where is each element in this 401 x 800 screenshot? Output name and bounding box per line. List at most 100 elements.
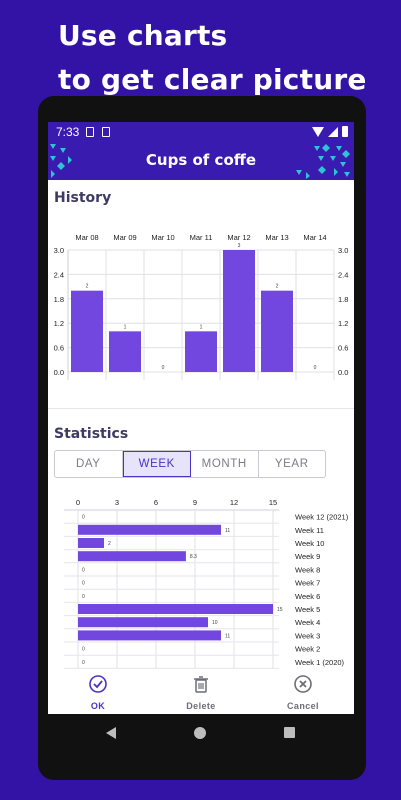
y-tick-label-right: 2.4	[338, 270, 348, 279]
check-circle-icon	[89, 675, 107, 693]
bar	[261, 290, 293, 372]
y-category-label: Week 1 (2020)	[295, 658, 345, 667]
x-tick-label: 9	[193, 498, 197, 507]
y-category-label: Week 12 (2021)	[295, 513, 349, 522]
data-label: 0	[82, 515, 85, 521]
image-icon	[86, 127, 94, 137]
bar	[78, 538, 104, 548]
x-tick-label: Mar 13	[265, 233, 288, 242]
delete-label: Delete	[186, 701, 216, 711]
status-bar: 7:33	[48, 122, 354, 142]
data-label: 3	[238, 243, 241, 249]
battery-icon	[342, 126, 348, 137]
bar	[78, 617, 208, 628]
data-label: 2	[86, 284, 89, 290]
data-label: 1	[124, 324, 127, 330]
y-tick-label-left: 3.0	[54, 246, 64, 255]
tab-week[interactable]: WEEK	[122, 451, 191, 477]
y-tick-label-right: 3.0	[338, 246, 348, 255]
system-nav-bar	[48, 714, 354, 754]
recents-icon[interactable]	[284, 727, 295, 738]
y-category-label: Week 5	[295, 605, 320, 614]
bar	[78, 524, 221, 535]
bar	[109, 331, 141, 372]
y-tick-label-left: 1.8	[54, 295, 64, 304]
data-label: 11	[225, 528, 230, 534]
data-label: 1	[200, 324, 203, 330]
tab-month[interactable]: MONTH	[191, 451, 259, 477]
statistics-chart: 0 3 6 9 12 15 Week 12 (2021) 0 Week 11 11 Week 10 2…	[64, 498, 349, 669]
close-circle-icon	[294, 675, 312, 693]
data-label: 2	[108, 541, 111, 547]
pattern-right-icon	[296, 144, 350, 179]
pattern-left-icon	[50, 144, 72, 178]
data-label: 8.3	[190, 554, 197, 560]
x-tick-label: 6	[154, 498, 158, 507]
status-time: 7:33	[56, 125, 80, 139]
bar	[78, 630, 221, 641]
status-icons	[312, 126, 348, 137]
x-tick-label: 15	[269, 498, 277, 507]
data-label: 0	[82, 594, 85, 600]
bottom-action-bar: OK Delete Cancel	[48, 670, 354, 714]
y-category-label: Week 2	[295, 645, 320, 654]
app-bar: Cups of coffe	[48, 142, 354, 180]
x-tick-label: Mar 09	[113, 233, 136, 242]
promo-headline: Use charts to get clear picture	[58, 14, 367, 102]
x-tick-label: Mar 10	[151, 233, 174, 242]
y-category-label: Week 10	[295, 539, 324, 548]
y-tick-label-left: 2.4	[54, 270, 64, 279]
x-tick-label: Mar 11	[190, 233, 213, 242]
x-tick-label: Mar 14	[303, 233, 326, 242]
data-label: 0	[82, 660, 85, 666]
bar	[185, 331, 217, 372]
tab-year[interactable]: YEAR	[274, 458, 309, 470]
y-tick-label-left: 0.0	[54, 368, 64, 377]
app-title: Cups of coffe	[145, 151, 257, 169]
y-tick-label-right: 1.2	[338, 319, 348, 328]
bar	[223, 250, 255, 372]
delete-button[interactable]: Delete	[166, 674, 236, 711]
y-tick-label-left: 1.2	[54, 319, 64, 328]
y-category-label: Week 7	[295, 579, 320, 588]
cancel-button[interactable]: Cancel	[268, 674, 338, 711]
bar	[71, 290, 103, 372]
period-tabs: DAY WEEK MONTH YEAR	[54, 450, 326, 478]
y-tick-label-right: 0.6	[338, 344, 348, 353]
y-category-label: Week 11	[295, 526, 324, 535]
data-label: 2	[276, 284, 279, 290]
section-divider	[48, 408, 354, 409]
x-tick-label: Mar 08	[75, 233, 98, 242]
home-icon[interactable]	[194, 727, 206, 739]
ok-button[interactable]: OK	[63, 674, 133, 711]
back-icon[interactable]	[106, 727, 116, 739]
x-tick-label: 12	[230, 498, 238, 507]
x-tick-label: 0	[76, 498, 80, 507]
bar	[78, 551, 186, 562]
x-tick-label: Mar 12	[227, 233, 250, 242]
trash-icon	[194, 676, 208, 693]
data-label: 0	[82, 581, 85, 587]
data-label: 0	[82, 567, 85, 573]
history-title: History	[54, 190, 112, 206]
data-label: 10	[212, 620, 218, 626]
y-tick-label-left: 0.6	[54, 344, 64, 353]
data-label: 0	[314, 365, 317, 371]
tab-day[interactable]: DAY	[55, 451, 123, 477]
y-category-label: Week 3	[295, 631, 320, 640]
data-label: 0	[82, 647, 85, 653]
promo-line-1: Use charts	[58, 19, 228, 52]
data-label: 0	[162, 365, 165, 371]
y-tick-label-right: 0.0	[338, 368, 348, 377]
ok-label: OK	[90, 701, 106, 711]
signal-icon	[328, 126, 338, 137]
data-label: 11	[225, 633, 230, 639]
app-screen: 7:33 Cups of coffe	[48, 122, 354, 714]
y-category-label: Week 8	[295, 565, 320, 574]
y-tick-label-right: 1.8	[338, 295, 348, 304]
sd-card-icon	[102, 127, 110, 137]
bar	[78, 604, 273, 614]
data-label: 15	[277, 607, 283, 613]
y-category-label: Week 6	[295, 592, 320, 601]
y-category-label: Week 4	[295, 618, 320, 627]
